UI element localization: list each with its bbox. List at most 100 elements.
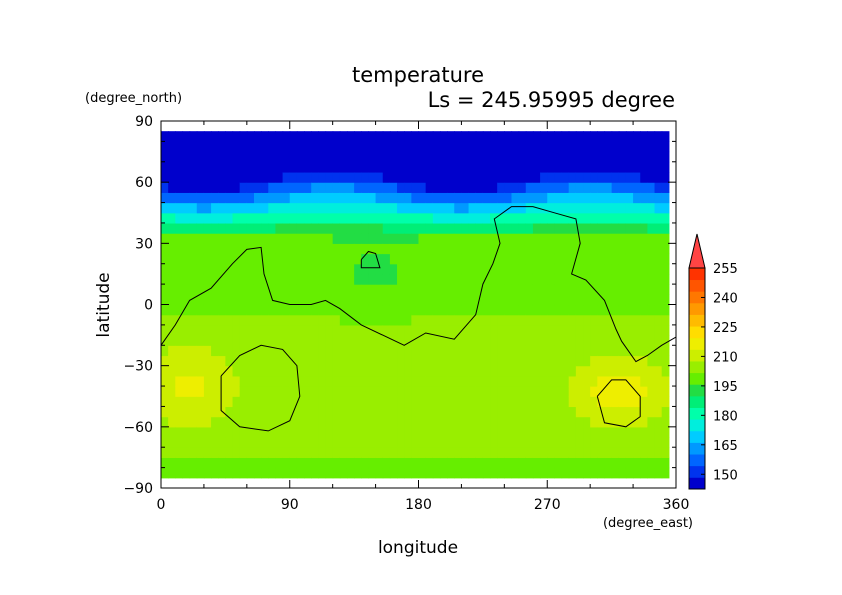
heatmap-cell — [654, 375, 663, 387]
heatmap-cell — [611, 294, 620, 306]
heatmap-cell — [261, 335, 269, 346]
heatmap-cell — [661, 437, 670, 448]
heatmap-cell — [203, 222, 212, 234]
heatmap-cell — [375, 202, 384, 214]
heatmap-cell — [318, 437, 327, 448]
heatmap-cell — [318, 284, 327, 295]
heatmap-cell — [461, 263, 470, 275]
heatmap-cell — [561, 345, 570, 357]
heatmap-cell — [454, 447, 463, 459]
heatmap-cell — [189, 131, 198, 142]
heatmap-cell — [418, 294, 427, 306]
heatmap-cell — [425, 131, 434, 142]
heatmap-cell — [597, 324, 606, 336]
heatmap-cell — [296, 355, 305, 367]
heatmap-cell — [475, 222, 484, 234]
heatmap-cell — [346, 222, 355, 234]
heatmap-cell — [447, 284, 455, 295]
heatmap-cell — [540, 141, 548, 153]
heatmap-cell — [418, 222, 427, 234]
heatmap-cell — [168, 437, 176, 448]
heatmap-cell — [232, 253, 241, 265]
heatmap-cell — [532, 263, 541, 275]
heatmap-cell — [182, 222, 191, 234]
heatmap-cell — [325, 273, 334, 285]
heatmap-cell — [625, 243, 634, 255]
heatmap-cell — [175, 467, 184, 479]
heatmap-cell — [439, 212, 448, 224]
heatmap-cell — [382, 263, 391, 275]
heatmap-cell — [325, 233, 334, 244]
heatmap-cell — [583, 386, 591, 397]
heatmap-cell — [447, 273, 455, 285]
heatmap-cell — [633, 273, 641, 285]
heatmap-cell — [497, 406, 505, 418]
heatmap-cell — [346, 406, 355, 418]
heatmap-cell — [368, 437, 377, 448]
heatmap-cell — [561, 426, 570, 438]
heatmap-cell — [282, 253, 291, 265]
heatmap-cell — [432, 437, 441, 448]
heatmap-cell — [597, 161, 606, 173]
heatmap-cell — [203, 161, 212, 173]
heatmap-cell — [253, 437, 262, 448]
heatmap-cell — [211, 151, 219, 163]
heatmap-cell — [461, 345, 470, 357]
heatmap-cell — [547, 304, 555, 316]
heatmap-cell — [547, 141, 555, 153]
heatmap-cell — [432, 171, 441, 183]
heatmap-cell — [196, 182, 205, 193]
heatmap-cell — [504, 233, 513, 244]
heatmap-cell — [411, 386, 420, 397]
heatmap-cell — [196, 233, 205, 244]
heatmap-cell — [318, 294, 327, 306]
heatmap-cell — [568, 171, 577, 183]
heatmap-cell — [218, 365, 226, 377]
heatmap-cell — [625, 222, 634, 234]
contour-line-3 — [220, 344, 301, 432]
heatmap-cell — [311, 467, 319, 479]
heatmap-cell — [633, 426, 641, 438]
heatmap-cell — [590, 365, 598, 377]
heatmap-cell — [375, 386, 384, 397]
heatmap-cell — [225, 457, 234, 469]
heatmap-cell — [182, 324, 191, 336]
heatmap-cell — [604, 355, 613, 367]
heatmap-cell — [468, 182, 477, 193]
heatmap-cell — [268, 375, 277, 387]
heatmap-cell — [354, 273, 362, 285]
heatmap-cell — [253, 131, 262, 142]
heatmap-cell — [389, 233, 398, 244]
heatmap-cell — [568, 345, 577, 357]
heatmap-cell — [554, 294, 563, 306]
heatmap-cell — [268, 273, 277, 285]
heatmap-cell — [332, 171, 341, 183]
heatmap-cell — [189, 243, 198, 255]
heatmap-cell — [511, 335, 520, 346]
heatmap-cell — [547, 365, 555, 377]
heatmap-cell — [282, 202, 291, 214]
heatmap-cell — [211, 222, 219, 234]
heatmap-cell — [475, 182, 484, 193]
heatmap-cell — [275, 375, 284, 387]
heatmap-cell — [332, 141, 341, 153]
heatmap-cell — [618, 202, 627, 214]
heatmap-cell — [182, 375, 191, 387]
heatmap-cell — [382, 141, 391, 153]
heatmap-cell — [611, 202, 620, 214]
heatmap-cell — [361, 314, 370, 326]
colorbar-overflow-arrow — [688, 233, 706, 269]
heatmap-cell — [289, 335, 298, 346]
heatmap-cell — [604, 314, 613, 326]
heatmap-cell — [225, 233, 234, 244]
heatmap-cell — [325, 386, 334, 397]
heatmap-cell — [568, 131, 577, 142]
heatmap-cell — [525, 171, 534, 183]
heatmap-cell — [511, 467, 520, 479]
heatmap-cell — [518, 141, 527, 153]
heatmap-cell — [454, 294, 463, 306]
heatmap-cell — [218, 294, 226, 306]
heatmap-cell — [389, 406, 398, 418]
heatmap-cell — [511, 416, 520, 428]
heatmap-cell — [268, 437, 277, 448]
